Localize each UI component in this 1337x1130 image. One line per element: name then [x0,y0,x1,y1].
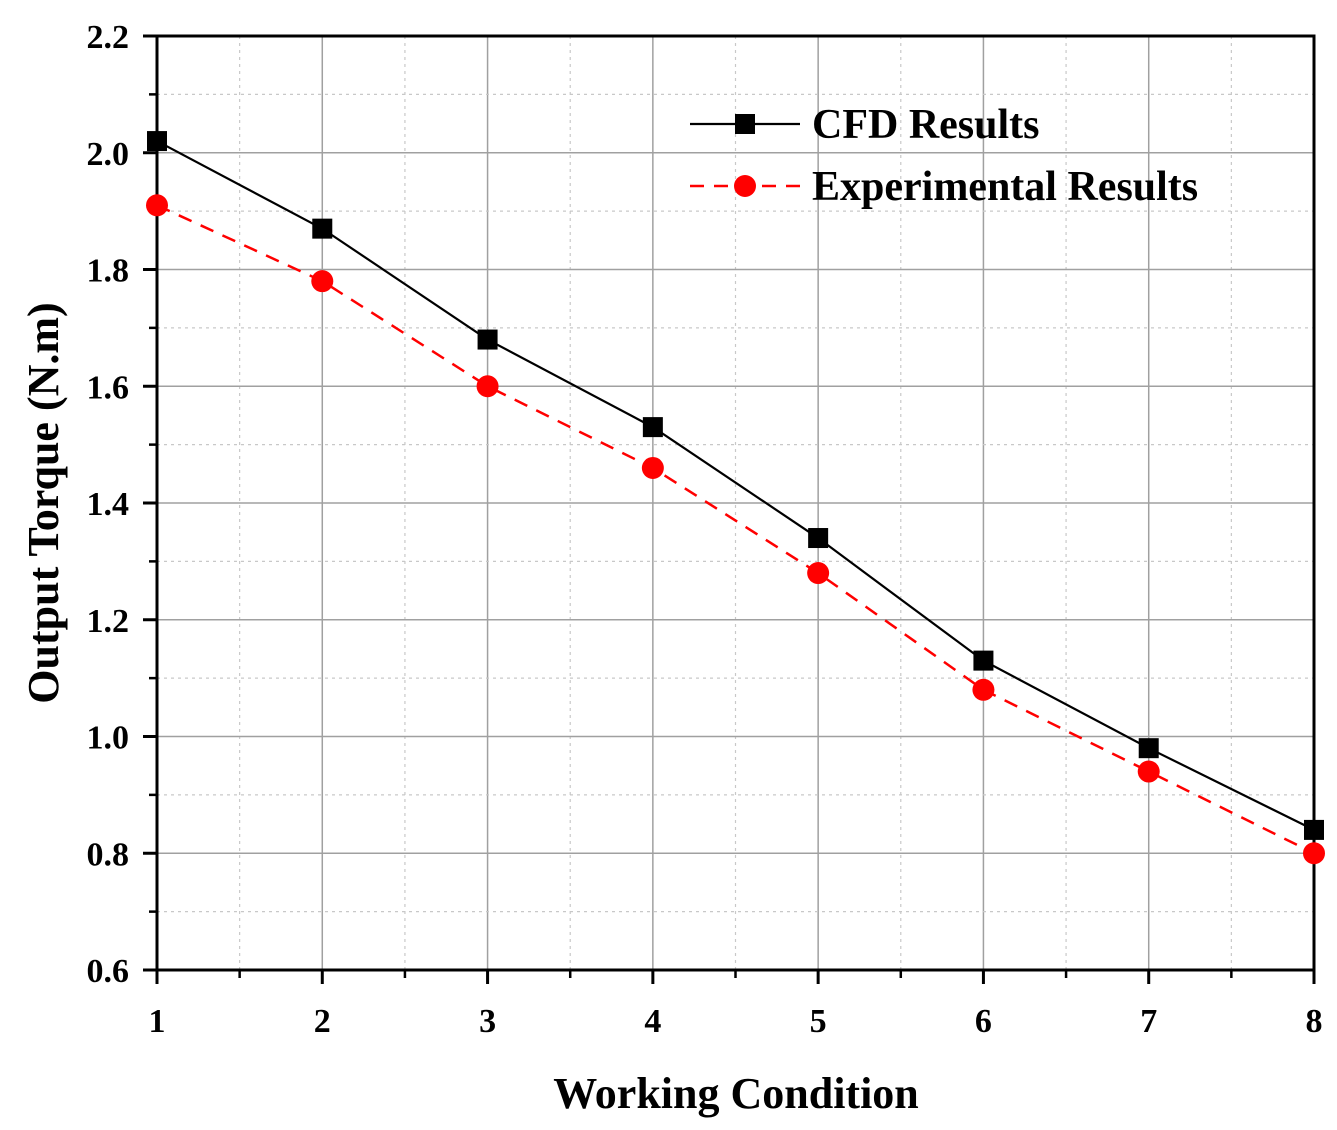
y-tick-label: 1.8 [87,253,130,290]
series-line-cfd [156,140,1315,831]
data-point-cfd [147,131,167,152]
legend: CFD Results Experimental Results [690,102,1198,210]
legend-marker-experimental [734,175,756,197]
legend-marker-cfd [735,114,755,134]
x-tick-label: 5 [810,1003,827,1040]
data-point-cfd [477,329,498,350]
data-point-experimental [641,456,664,479]
data-point-cfd [973,650,994,671]
x-tick-label: 2 [314,1003,331,1040]
legend-label-experimental: Experimental Results [812,164,1198,210]
y-tick-label: 2.0 [87,136,130,173]
x-tick-label: 1 [149,1003,166,1040]
data-point-experimental [972,678,995,701]
data-point-cfd [1304,819,1324,840]
data-point-cfd [312,218,333,239]
data-point-experimental [311,270,334,293]
axis-ticks: 1 2 3 4 5 6 7 8 0.6 0.8 1.0 1.2 1.4 1.6 1.8 2.0 2.2 [87,19,1323,1040]
x-tick-label: 6 [975,1003,992,1040]
series-line-experimental [156,204,1315,855]
x-tick-label: 4 [644,1003,661,1040]
y-tick-label: 1.2 [87,603,130,640]
x-tick-label: 7 [1140,1003,1157,1040]
x-tick-label: 8 [1306,1003,1323,1040]
y-tick-label: 1.0 [87,720,130,757]
y-tick-label: 2.2 [87,19,130,56]
data-point-cfd [808,528,829,549]
y-tick-label: 1.6 [87,369,130,406]
data-point-cfd [642,417,663,438]
y-tick-label: 0.8 [87,836,130,873]
data-point-cfd [1138,738,1159,759]
y-tick-label: 1.4 [87,486,130,523]
y-axis-title: Output Torque (N.m) [19,302,68,703]
data-point-experimental [476,375,499,398]
grid-lines [157,36,1314,970]
data-point-experimental [146,194,168,217]
y-tick-label: 0.6 [87,953,130,990]
legend-label-cfd: CFD Results [812,102,1040,148]
series-layer [146,131,1325,865]
data-point-experimental [1137,760,1160,783]
data-point-experimental [807,562,830,585]
x-axis-title: Working Condition [553,1069,919,1118]
data-point-experimental [1303,842,1325,865]
x-tick-label: 3 [479,1003,496,1040]
